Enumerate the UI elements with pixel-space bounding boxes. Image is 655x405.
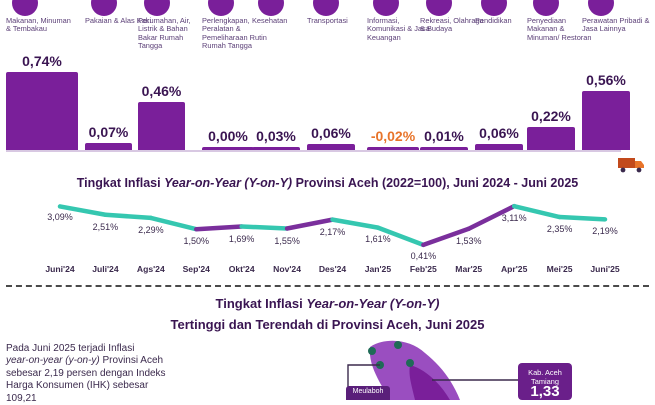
bar xyxy=(527,126,575,150)
bar xyxy=(202,147,254,150)
line-segment xyxy=(421,226,471,248)
data-label: 1,53% xyxy=(455,235,482,246)
data-label: 1,69% xyxy=(228,233,255,244)
shirt-icon xyxy=(91,0,117,16)
data-label: 3,11% xyxy=(501,213,527,224)
x-tick-label: Mar'25 xyxy=(455,264,483,274)
x-tick-label: Ags'24 xyxy=(136,264,165,274)
phone-icon xyxy=(373,0,399,16)
bar-value-label: 0,03% xyxy=(256,127,296,144)
map-value-aceh-tamiang: 1,33 xyxy=(530,383,560,400)
map-label-aceh-tamiang: Kab. Aceh Tamiang xyxy=(528,368,562,386)
section-title: Tingkat Inflasi Year-on-Year (Y-on-Y) xyxy=(215,296,440,311)
medical-kit-icon xyxy=(258,0,284,16)
bar xyxy=(420,147,468,150)
sofa-icon xyxy=(208,0,234,16)
category-label: Makanan, Minuman & Tembakau xyxy=(6,16,71,34)
line-segment xyxy=(375,225,426,248)
bar-value-label: 0,01% xyxy=(424,128,464,144)
line-segment xyxy=(284,217,335,231)
bar xyxy=(307,143,355,150)
bar xyxy=(252,146,300,150)
x-tick-label: Jan'25 xyxy=(364,264,392,274)
summary-paragraph: Pada Juni 2025 terjadi Inflasi year-on-y… xyxy=(6,343,166,404)
bar-value-label: 0,46% xyxy=(141,82,182,99)
category-label: Transportasi xyxy=(307,16,348,25)
delivery-truck-icon xyxy=(618,158,644,173)
line-chart-title: Tingkat Inflasi Year-on-Year (Y-on-Y) Pr… xyxy=(76,176,579,190)
line-segment xyxy=(194,224,244,232)
category-label: Perawatan Pribadi & Jasa Lainnya xyxy=(582,16,650,34)
divider xyxy=(6,285,649,287)
data-label: 0,41% xyxy=(410,250,437,261)
map-label-meulaboh: Meulaboh xyxy=(346,386,390,400)
data-label: 2,19% xyxy=(592,226,618,237)
bar-value-label: 0,56% xyxy=(586,71,626,88)
bar-baseline xyxy=(6,150,621,152)
bar xyxy=(475,143,523,150)
category-label: Perlengkapan, Peralatan & Pemeliharaan R… xyxy=(202,16,267,50)
line-segment xyxy=(330,217,381,230)
category-label: Pakaian & Alas Kaki xyxy=(85,16,152,25)
bar-value-label: 0,22% xyxy=(531,107,571,124)
category-label: Kesehatan xyxy=(252,16,288,25)
x-tick-label: Apr'25 xyxy=(500,264,528,274)
aceh-map xyxy=(347,340,572,400)
data-label: 2,35% xyxy=(546,224,573,235)
restaurant-icon xyxy=(533,0,559,16)
personal-care-icon xyxy=(588,0,614,16)
data-label: 3,09% xyxy=(47,212,73,223)
bar xyxy=(582,90,630,150)
food-basket-icon xyxy=(12,0,38,16)
data-label: 1,61% xyxy=(365,233,391,244)
x-tick-label: Juli'24 xyxy=(92,264,119,274)
data-label: 2,51% xyxy=(92,221,119,232)
section-subtitle: Tertinggi dan Terendah di Provinsi Aceh,… xyxy=(170,317,485,332)
book-icon xyxy=(481,0,507,16)
line-segment xyxy=(103,212,154,221)
house-icon xyxy=(144,0,170,16)
x-tick-label: Des'24 xyxy=(318,264,347,274)
x-tick-label: Mei'25 xyxy=(546,264,573,274)
data-label: 2,29% xyxy=(138,224,164,235)
runner-icon xyxy=(426,0,452,16)
line-segment xyxy=(239,224,290,231)
line-segment xyxy=(57,204,108,217)
x-tick-label: Okt'24 xyxy=(228,264,255,274)
x-tick-label: Juni'25 xyxy=(590,264,620,274)
line-segment xyxy=(148,215,199,232)
bar xyxy=(6,72,78,150)
category-label: Perumahan, Air, Listrik & Bahan Bakar Ru… xyxy=(138,16,191,50)
bar-value-label: 0,06% xyxy=(479,124,519,141)
bar xyxy=(138,101,185,150)
car-icon xyxy=(313,0,339,16)
x-tick-label: Sep'24 xyxy=(182,264,210,274)
bar-value-label: -0,02% xyxy=(370,128,416,144)
bar xyxy=(85,142,132,150)
data-label: 2,17% xyxy=(319,226,346,237)
bar-value-label: 0,74% xyxy=(22,53,62,69)
bar-value-label: 0,07% xyxy=(88,123,129,140)
category-label: Pendidikan xyxy=(475,16,512,25)
line-segment xyxy=(466,203,517,232)
data-label: 1,50% xyxy=(183,236,210,247)
bar-value-label: 0,06% xyxy=(311,124,351,141)
x-tick-label: Nov'24 xyxy=(273,264,301,274)
category-label: Rekreasi, Olahraga & Budaya xyxy=(420,16,484,34)
line-segment xyxy=(511,203,562,220)
category-label: Penyediaan Makanan & Minuman/ Restoran xyxy=(527,16,592,42)
line-chart xyxy=(57,203,608,248)
data-label: 1,55% xyxy=(274,235,300,246)
bar-value-label: 0,00% xyxy=(208,128,248,144)
bar xyxy=(367,147,419,150)
x-tick-label: Feb'25 xyxy=(409,264,437,274)
x-tick-label: Juni'24 xyxy=(45,264,75,274)
line-segment xyxy=(557,214,608,222)
category-label: Informasi, Komunikasi & Jasa Keuangan xyxy=(367,16,430,42)
